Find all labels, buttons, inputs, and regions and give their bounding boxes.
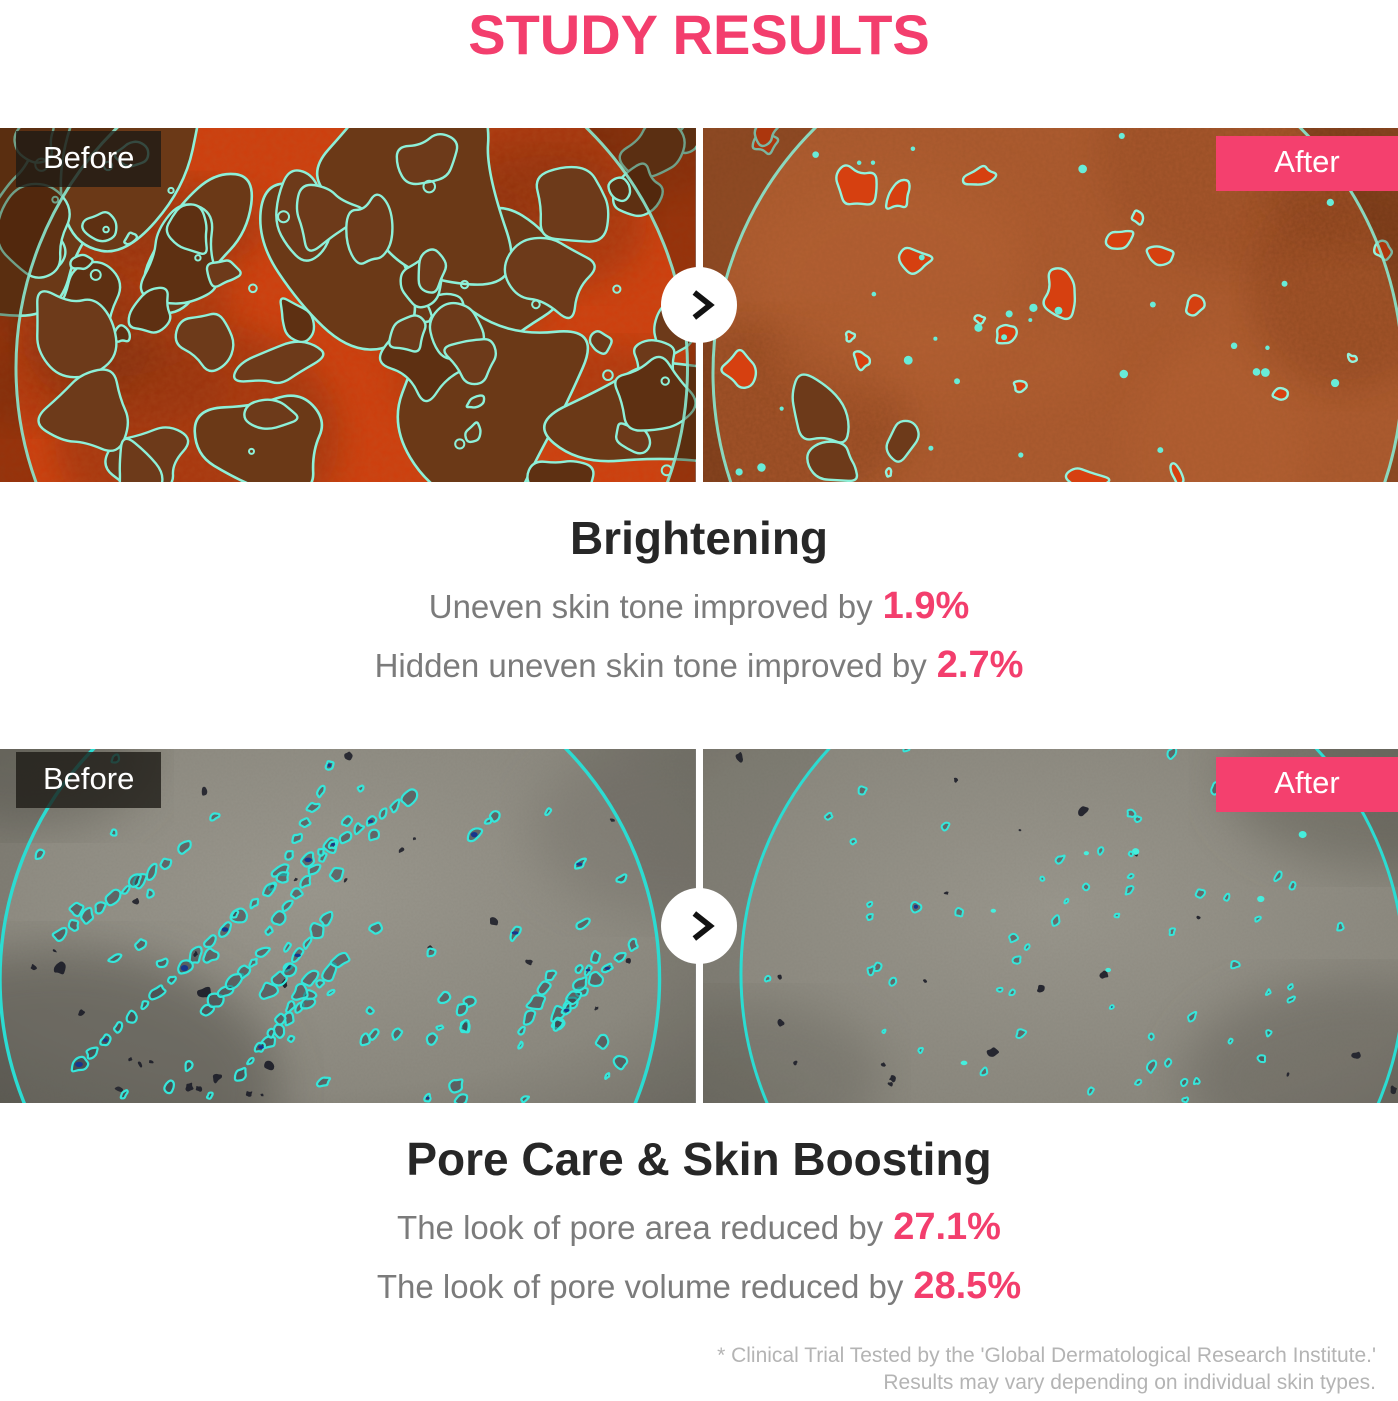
section-heading-pore-care: Pore Care & Skin Boosting (406, 1133, 992, 1185)
brightening-comparison-row: Before After (0, 128, 1398, 482)
after-badge: After (1216, 757, 1398, 812)
before-after-arrow (661, 267, 737, 343)
page-title: STUDY RESULTS (468, 3, 930, 66)
stat-text: Uneven skin tone improved by (428, 588, 873, 625)
after-badge: After (1216, 136, 1398, 191)
before-badge: Before (16, 131, 162, 187)
study-results-infographic: STUDY RESULTS Before After Brightening U… (0, 3, 1398, 1394)
stat-text: The look of pore volume reduced by (376, 1268, 904, 1305)
after-pore-photo: After (702, 749, 1398, 1103)
before-brightening-photo: Before (0, 128, 696, 482)
footnote-line-1: * Clinical Trial Tested by the 'Global D… (717, 1344, 1376, 1367)
skin-texture-after-brightening (702, 128, 1398, 482)
before-pore-photo: Before (0, 749, 696, 1103)
stat-value: 27.1% (893, 1206, 1001, 1248)
chevron-right-icon (692, 290, 715, 320)
stat-line: The look of pore volume reduced by 28.5% (0, 1257, 1398, 1316)
section-pore-care: Before After Pore Care & Skin Boosting T… (0, 749, 1398, 1316)
stat-text: The look of pore area reduced by (397, 1209, 884, 1246)
stat-value: 2.7% (936, 644, 1024, 686)
stat-line: The look of pore area reduced by 27.1% (0, 1198, 1398, 1257)
skin-texture-before-pore (0, 749, 696, 1103)
section-brightening: Before After Brightening Uneven skin ton… (0, 128, 1398, 695)
section-heading-brightening: Brightening (569, 512, 829, 564)
stat-text: Hidden uneven skin tone improved by (374, 647, 927, 684)
pore-care-stats: The look of pore area reduced by 27.1% Th… (0, 1198, 1398, 1316)
footnote-line-2: Results may vary depending on individual… (883, 1371, 1376, 1394)
stat-value: 1.9% (882, 585, 970, 627)
footnote: * Clinical Trial Tested by the 'Global D… (717, 1342, 1376, 1396)
before-after-arrow (661, 888, 737, 964)
stat-line: Hidden uneven skin tone improved by 2.7% (0, 636, 1398, 695)
pore-care-comparison-row: Before After (0, 749, 1398, 1103)
chevron-right-icon (692, 911, 715, 941)
brightening-stats: Uneven skin tone improved by 1.9% Hidden … (0, 577, 1398, 695)
after-brightening-photo: After (702, 128, 1398, 482)
stat-value: 28.5% (913, 1265, 1022, 1307)
stat-line: Uneven skin tone improved by 1.9% (0, 577, 1398, 636)
before-badge: Before (16, 752, 162, 808)
skin-texture-before-brightening (0, 128, 696, 482)
skin-texture-after-pore (702, 749, 1398, 1103)
